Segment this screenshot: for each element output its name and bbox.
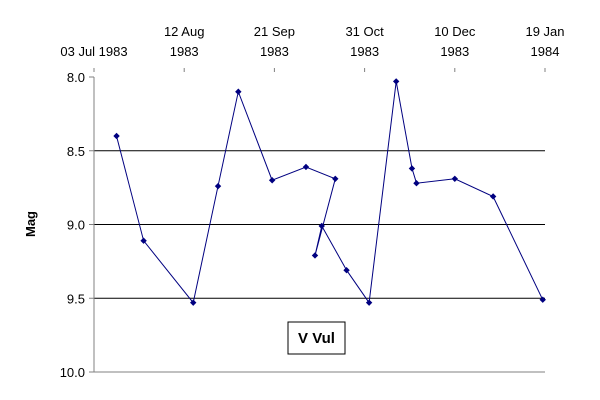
y-tick-label: 9.5 (67, 291, 85, 306)
data-point (332, 175, 339, 182)
x-tick-label: 21 Sep (254, 24, 295, 39)
data-point (365, 299, 373, 306)
annotation-box (287, 321, 346, 355)
y-tick-label: 9.0 (67, 218, 85, 233)
y-tick-label: 8.0 (67, 70, 85, 85)
data-point (408, 165, 416, 172)
y-axis-ticks: 8.0 8.5 9.0 9.5 10.0 (60, 70, 94, 380)
gridlines (94, 150, 545, 299)
data-point (190, 299, 197, 306)
data-point (539, 296, 546, 303)
x-tick-label: 12 Aug (164, 24, 205, 39)
data-point (413, 180, 420, 187)
data-point (140, 237, 147, 244)
data-point (451, 175, 458, 182)
data-point (311, 252, 319, 259)
data-point (318, 222, 325, 230)
data-point (235, 88, 242, 95)
x-tick-label: 1984 (531, 44, 560, 59)
x-tick-label: 1983 (260, 44, 289, 59)
y-tick-label: 8.5 (67, 144, 85, 159)
annotation-label: V Vul (298, 330, 335, 347)
x-tick-label: 1983 (440, 44, 469, 59)
x-tick-label: 10 Dec (434, 24, 476, 39)
data-point (343, 267, 350, 274)
x-tick-label: 03 Jul 1983 (60, 44, 127, 59)
x-tick-label: 1983 (350, 44, 379, 59)
data-point (392, 78, 400, 85)
series-v-vul (113, 78, 546, 306)
x-tick-label: 31 Oct (345, 24, 384, 39)
x-tick-label: 1983 (170, 44, 199, 59)
x-axis-ticks: 03 Jul 1983 12 Aug 1983 21 Sep 1983 31 Oct 198… (60, 24, 565, 72)
data-point (302, 163, 310, 171)
series-line (116, 81, 544, 305)
data-point (214, 182, 222, 190)
data-point (489, 193, 497, 200)
y-tick-label: 10.0 (60, 365, 85, 380)
data-point (113, 132, 120, 140)
y-axis-title: Mag (23, 211, 38, 237)
data-point (268, 177, 276, 184)
x-tick-label: 19 Jan (525, 24, 564, 39)
